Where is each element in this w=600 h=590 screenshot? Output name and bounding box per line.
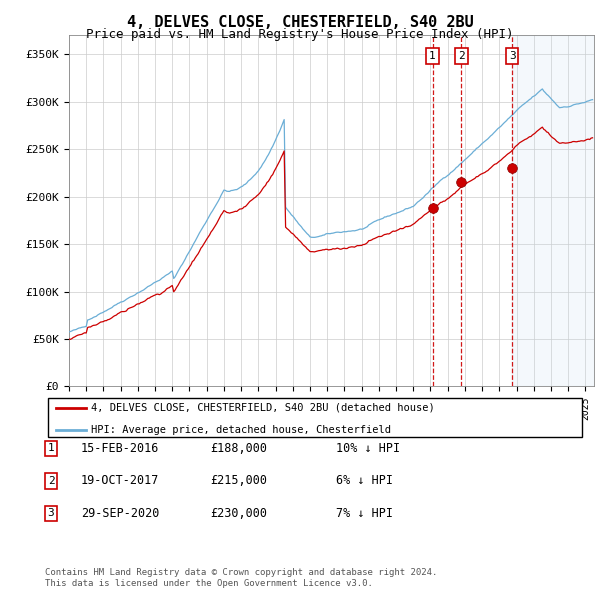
Text: 15-FEB-2016: 15-FEB-2016: [81, 442, 160, 455]
Text: 1: 1: [47, 444, 55, 453]
Text: 7% ↓ HPI: 7% ↓ HPI: [336, 507, 393, 520]
Text: £215,000: £215,000: [210, 474, 267, 487]
Text: 2: 2: [458, 51, 465, 61]
Text: 4, DELVES CLOSE, CHESTERFIELD, S40 2BU (detached house): 4, DELVES CLOSE, CHESTERFIELD, S40 2BU (…: [91, 403, 434, 412]
Text: 4, DELVES CLOSE, CHESTERFIELD, S40 2BU: 4, DELVES CLOSE, CHESTERFIELD, S40 2BU: [127, 15, 473, 30]
Text: This data is licensed under the Open Government Licence v3.0.: This data is licensed under the Open Gov…: [45, 579, 373, 588]
FancyBboxPatch shape: [48, 398, 582, 437]
Text: Contains HM Land Registry data © Crown copyright and database right 2024.: Contains HM Land Registry data © Crown c…: [45, 568, 437, 576]
Text: 19-OCT-2017: 19-OCT-2017: [81, 474, 160, 487]
Text: 3: 3: [47, 509, 55, 518]
Text: 10% ↓ HPI: 10% ↓ HPI: [336, 442, 400, 455]
Text: Price paid vs. HM Land Registry's House Price Index (HPI): Price paid vs. HM Land Registry's House …: [86, 28, 514, 41]
Bar: [512, 35, 594, 386]
Text: 3: 3: [509, 51, 515, 61]
Text: 6% ↓ HPI: 6% ↓ HPI: [336, 474, 393, 487]
Text: £188,000: £188,000: [210, 442, 267, 455]
Text: £230,000: £230,000: [210, 507, 267, 520]
Text: 29-SEP-2020: 29-SEP-2020: [81, 507, 160, 520]
Text: HPI: Average price, detached house, Chesterfield: HPI: Average price, detached house, Ches…: [91, 425, 391, 435]
Text: 1: 1: [429, 51, 436, 61]
Text: 2: 2: [47, 476, 55, 486]
